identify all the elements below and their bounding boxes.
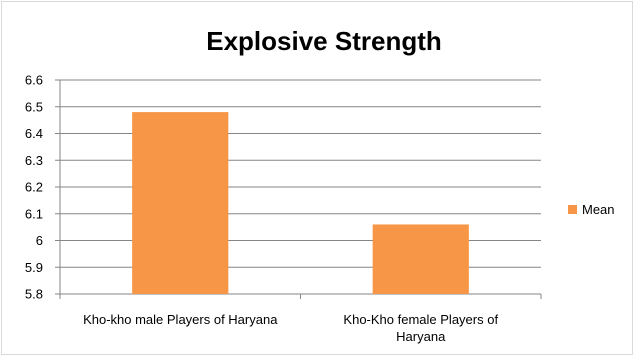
y-tick-label: 6.4 xyxy=(25,126,43,141)
chart-title: Explosive Strength xyxy=(206,26,442,56)
x-category-label: Haryana xyxy=(396,329,446,344)
legend: Mean xyxy=(568,202,615,217)
y-axis-ticks: 5.8 5.9 6 6.1 6.2 6.3 6.4 6.5 6.6 xyxy=(25,73,43,302)
legend-swatch xyxy=(568,205,577,214)
legend-label: Mean xyxy=(582,202,615,217)
y-tick-label: 6.6 xyxy=(25,73,43,88)
x-category-label: Kho-kho male Players of Haryana xyxy=(83,312,278,327)
y-tick-label: 6.1 xyxy=(25,206,43,221)
y-tick-label: 5.8 xyxy=(25,287,43,302)
bar xyxy=(132,112,229,294)
y-tick-label: 6.2 xyxy=(25,180,43,195)
x-category-label: Kho-Kho female Players of xyxy=(343,312,498,327)
y-tick-label: 5.9 xyxy=(25,260,43,275)
bars xyxy=(132,112,469,294)
y-tick-label: 6.5 xyxy=(25,99,43,114)
y-tick-label: 6 xyxy=(36,233,43,248)
bar xyxy=(372,224,469,294)
x-axis-labels: Kho-kho male Players of Haryana Kho-Kho f… xyxy=(83,312,498,344)
y-tick-label: 6.3 xyxy=(25,153,43,168)
